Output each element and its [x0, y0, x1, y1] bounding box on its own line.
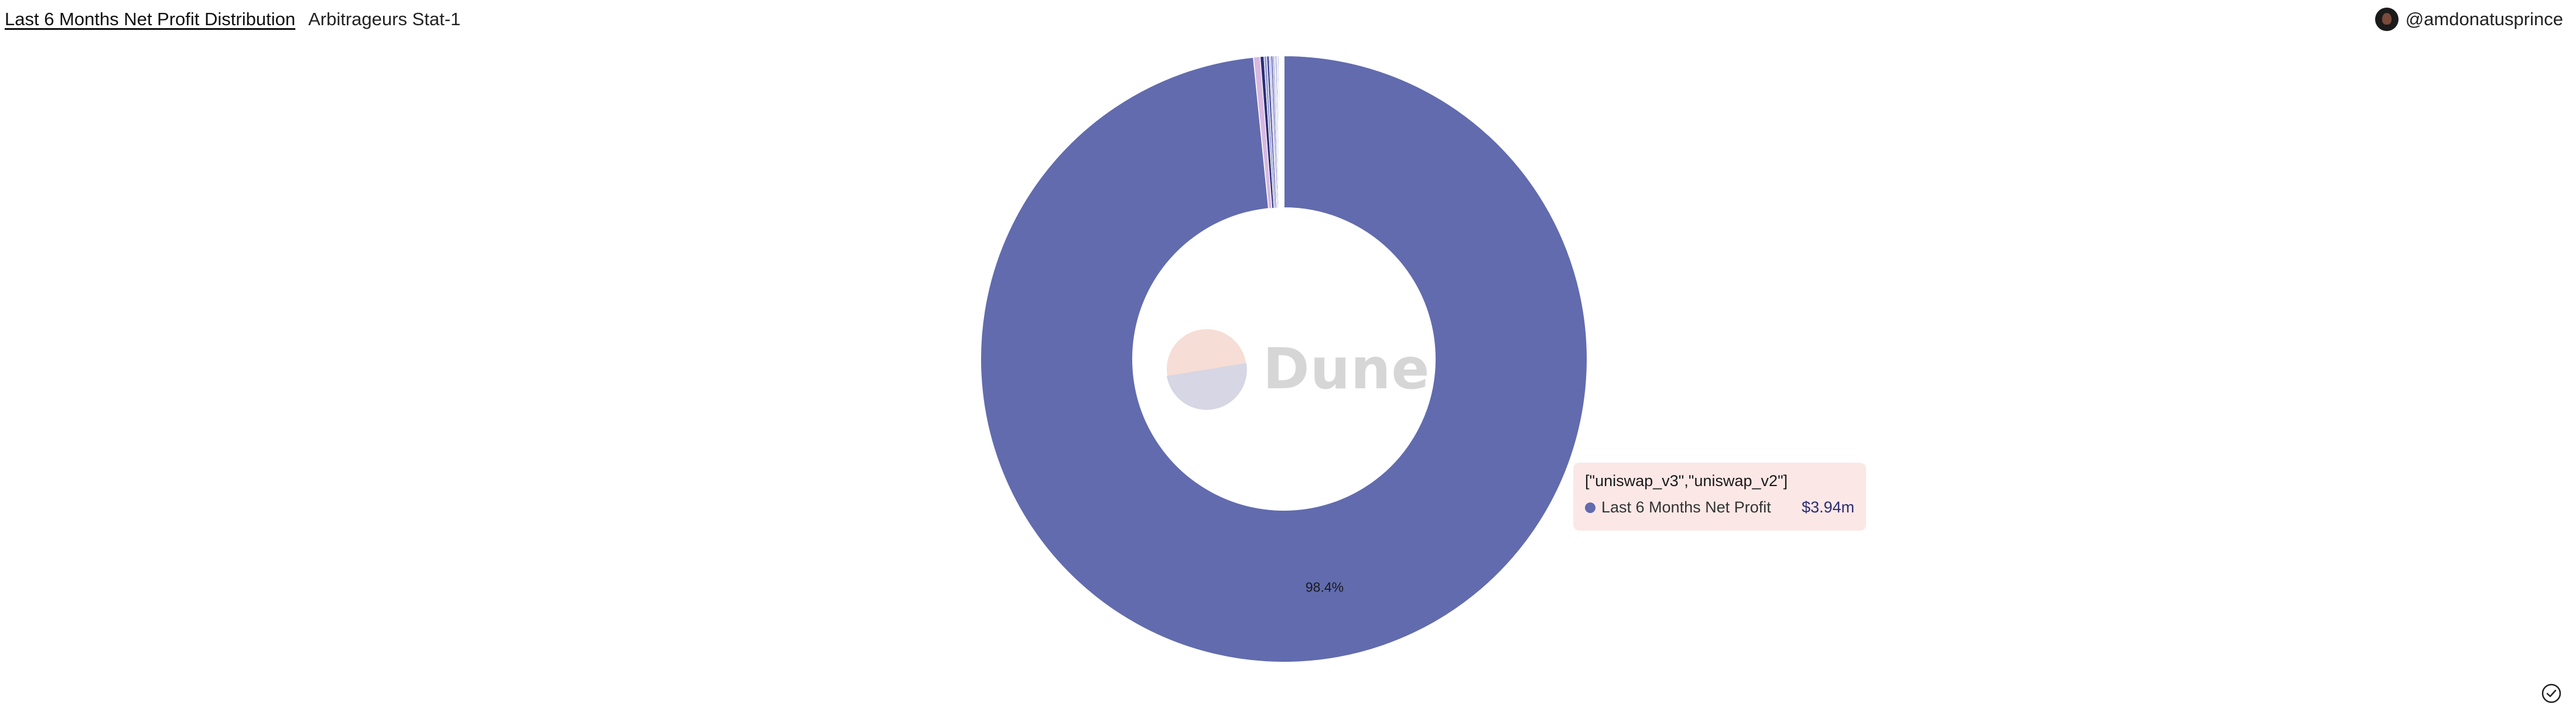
query-name: Arbitrageurs Stat-1 — [308, 9, 461, 29]
pie-slice-0[interactable] — [980, 54, 1588, 663]
tooltip-series-dot — [1585, 502, 1596, 513]
tooltip-value: $3.94m — [1801, 498, 1854, 516]
avatar — [2375, 8, 2399, 31]
slice-data-label: 98.4% — [1306, 580, 1344, 595]
check-circle-icon[interactable] — [2541, 683, 2562, 704]
pie-slice-15[interactable] — [1280, 55, 1284, 208]
chart-tooltip: ["uniswap_v3","uniswap_v2"] Last 6 Month… — [1573, 463, 1866, 531]
tooltip-row: Last 6 Months Net Profit $3.94m — [1585, 498, 1854, 517]
widget-header: Last 6 Months Net Profit Distribution Ar… — [5, 5, 460, 34]
chart-title-link[interactable]: Last 6 Months Net Profit Distribution — [5, 9, 296, 29]
tooltip-series-label: Last 6 Months Net Profit — [1601, 498, 1771, 516]
author-name: @amdonatusprince — [2405, 9, 2563, 29]
tooltip-title: ["uniswap_v3","uniswap_v2"] — [1585, 472, 1788, 490]
author-link[interactable]: @amdonatusprince — [2375, 5, 2563, 34]
